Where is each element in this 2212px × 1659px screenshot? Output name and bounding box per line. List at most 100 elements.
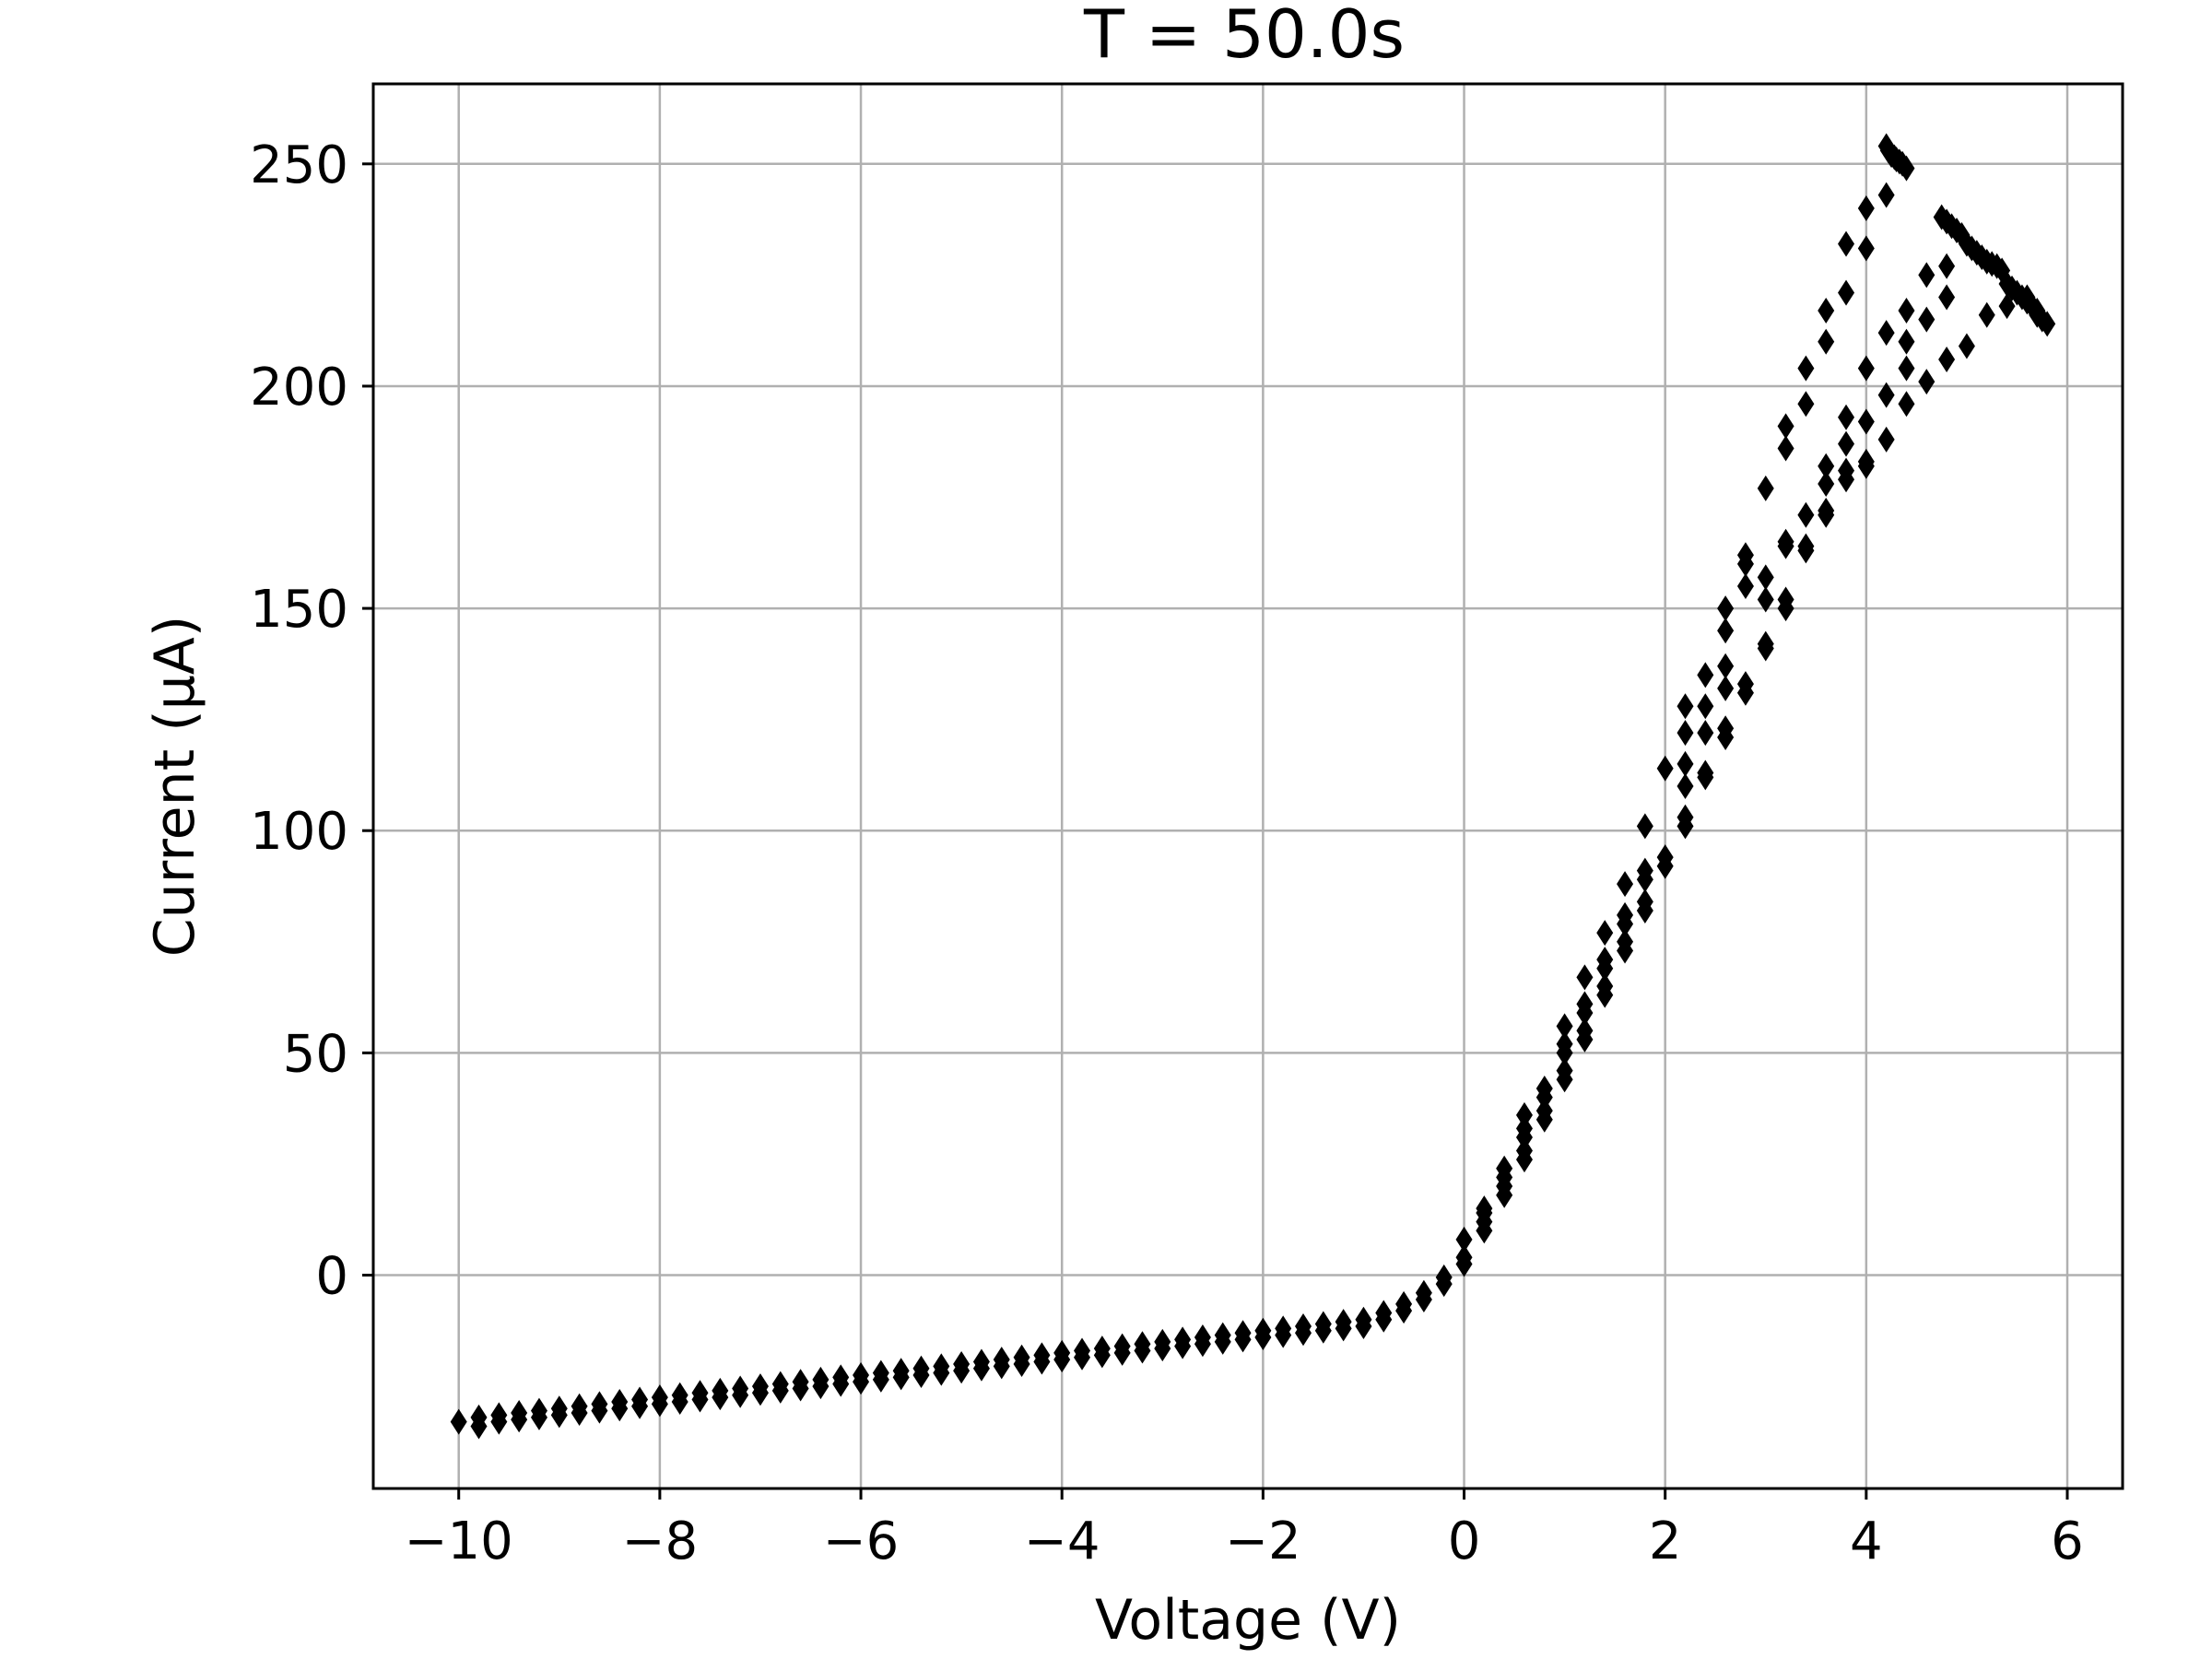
- data-point: [671, 1388, 688, 1415]
- data-point: [1697, 764, 1714, 791]
- x-tick-label: −4: [1024, 1512, 1100, 1571]
- data-point: [1113, 1339, 1131, 1366]
- data-point: [1777, 413, 1794, 440]
- data-point: [1476, 1199, 1493, 1226]
- y-tick-label: 250: [250, 135, 348, 195]
- data-point: [1898, 328, 1915, 355]
- data-point: [1918, 262, 1936, 288]
- data-point: [1355, 1312, 1372, 1339]
- x-tick-label: 6: [2051, 1512, 2084, 1571]
- data-point: [892, 1364, 910, 1391]
- data-point: [933, 1359, 950, 1386]
- data-point: [1395, 1298, 1413, 1324]
- data-point: [1174, 1333, 1192, 1359]
- data-point: [853, 1369, 870, 1395]
- data-point: [751, 1380, 769, 1406]
- data-point: [1314, 1317, 1332, 1344]
- data-point: [1818, 453, 1835, 479]
- data-point: [1978, 301, 1995, 328]
- data-point: [1717, 653, 1735, 679]
- data-point: [732, 1382, 749, 1408]
- data-point: [550, 1402, 568, 1429]
- data-point: [1535, 1106, 1553, 1133]
- data-point: [1717, 675, 1735, 701]
- data-point: [1435, 1271, 1453, 1298]
- data-point: [1757, 586, 1774, 613]
- data-point: [1877, 426, 1895, 453]
- data-point: [651, 1391, 668, 1418]
- x-axis-ticks: −10 −8 −6 −4 −2 0 2 4 6: [405, 1488, 2084, 1571]
- data-point: [1777, 435, 1794, 462]
- data-point: [1596, 920, 1614, 947]
- data-point: [1838, 279, 1855, 306]
- data-point: [1898, 297, 1915, 324]
- data-point: [1234, 1326, 1252, 1353]
- data-point: [1797, 391, 1815, 418]
- data-point: [1556, 1013, 1573, 1040]
- data-point: [872, 1366, 889, 1393]
- data-point: [1154, 1335, 1171, 1362]
- data-point: [1677, 720, 1694, 747]
- data-point: [1677, 750, 1694, 777]
- data-point: [1818, 471, 1835, 498]
- data-point: [511, 1406, 528, 1433]
- data-point: [1736, 679, 1754, 706]
- x-tick-label: −2: [1225, 1512, 1301, 1571]
- y-tick-label: 150: [250, 580, 348, 640]
- x-tick-label: −6: [823, 1512, 900, 1571]
- data-point: [1736, 572, 1754, 599]
- data-point: [1898, 355, 1915, 382]
- data-point: [1053, 1347, 1071, 1373]
- data-point: [1074, 1344, 1091, 1371]
- data-point: [1838, 404, 1855, 430]
- data-point: [1857, 355, 1875, 382]
- data-point: [1736, 542, 1754, 569]
- data-point: [1918, 306, 1936, 333]
- data-point: [712, 1384, 729, 1411]
- data-point: [1535, 1084, 1553, 1111]
- y-tick-label: 200: [250, 358, 348, 418]
- data-markers: [450, 133, 2056, 1440]
- data-point: [1576, 1026, 1594, 1053]
- data-point: [1797, 355, 1815, 382]
- data-point: [1818, 297, 1835, 324]
- data-point: [1617, 911, 1634, 937]
- chart-title: T = 50.0s: [1083, 0, 1405, 73]
- data-point: [1576, 964, 1594, 991]
- data-point: [832, 1371, 850, 1397]
- data-point: [1857, 195, 1875, 222]
- data-point: [1375, 1306, 1393, 1333]
- data-point: [1576, 999, 1594, 1026]
- data-point: [470, 1413, 488, 1440]
- data-point: [1677, 773, 1694, 799]
- data-point: [1838, 230, 1855, 257]
- data-point: [2033, 306, 2051, 333]
- data-point: [1857, 408, 1875, 435]
- data-point: [1918, 369, 1936, 395]
- data-point: [1757, 635, 1774, 662]
- data-point: [1697, 693, 1714, 720]
- data-point: [1857, 453, 1875, 479]
- data-point: [611, 1395, 629, 1422]
- data-point: [691, 1386, 709, 1413]
- data-point: [1515, 1124, 1533, 1150]
- x-tick-label: 0: [1448, 1512, 1481, 1571]
- data-point: [1857, 235, 1875, 262]
- data-point: [1797, 537, 1815, 564]
- data-point: [1877, 382, 1895, 408]
- data-point: [1697, 720, 1714, 747]
- data-point: [1757, 475, 1774, 501]
- data-point: [1677, 813, 1694, 840]
- data-point: [1898, 155, 1915, 182]
- data-point: [1294, 1320, 1312, 1347]
- data-point: [1515, 1101, 1533, 1128]
- data-point: [1415, 1287, 1432, 1313]
- y-tick-label: 0: [315, 1247, 348, 1307]
- data-point: [1556, 1066, 1573, 1093]
- x-tick-label: −10: [405, 1512, 513, 1571]
- data-point: [1254, 1324, 1272, 1351]
- data-point: [1496, 1164, 1513, 1191]
- data-point: [571, 1400, 588, 1427]
- grid: [373, 84, 2123, 1488]
- data-point: [1476, 1218, 1493, 1244]
